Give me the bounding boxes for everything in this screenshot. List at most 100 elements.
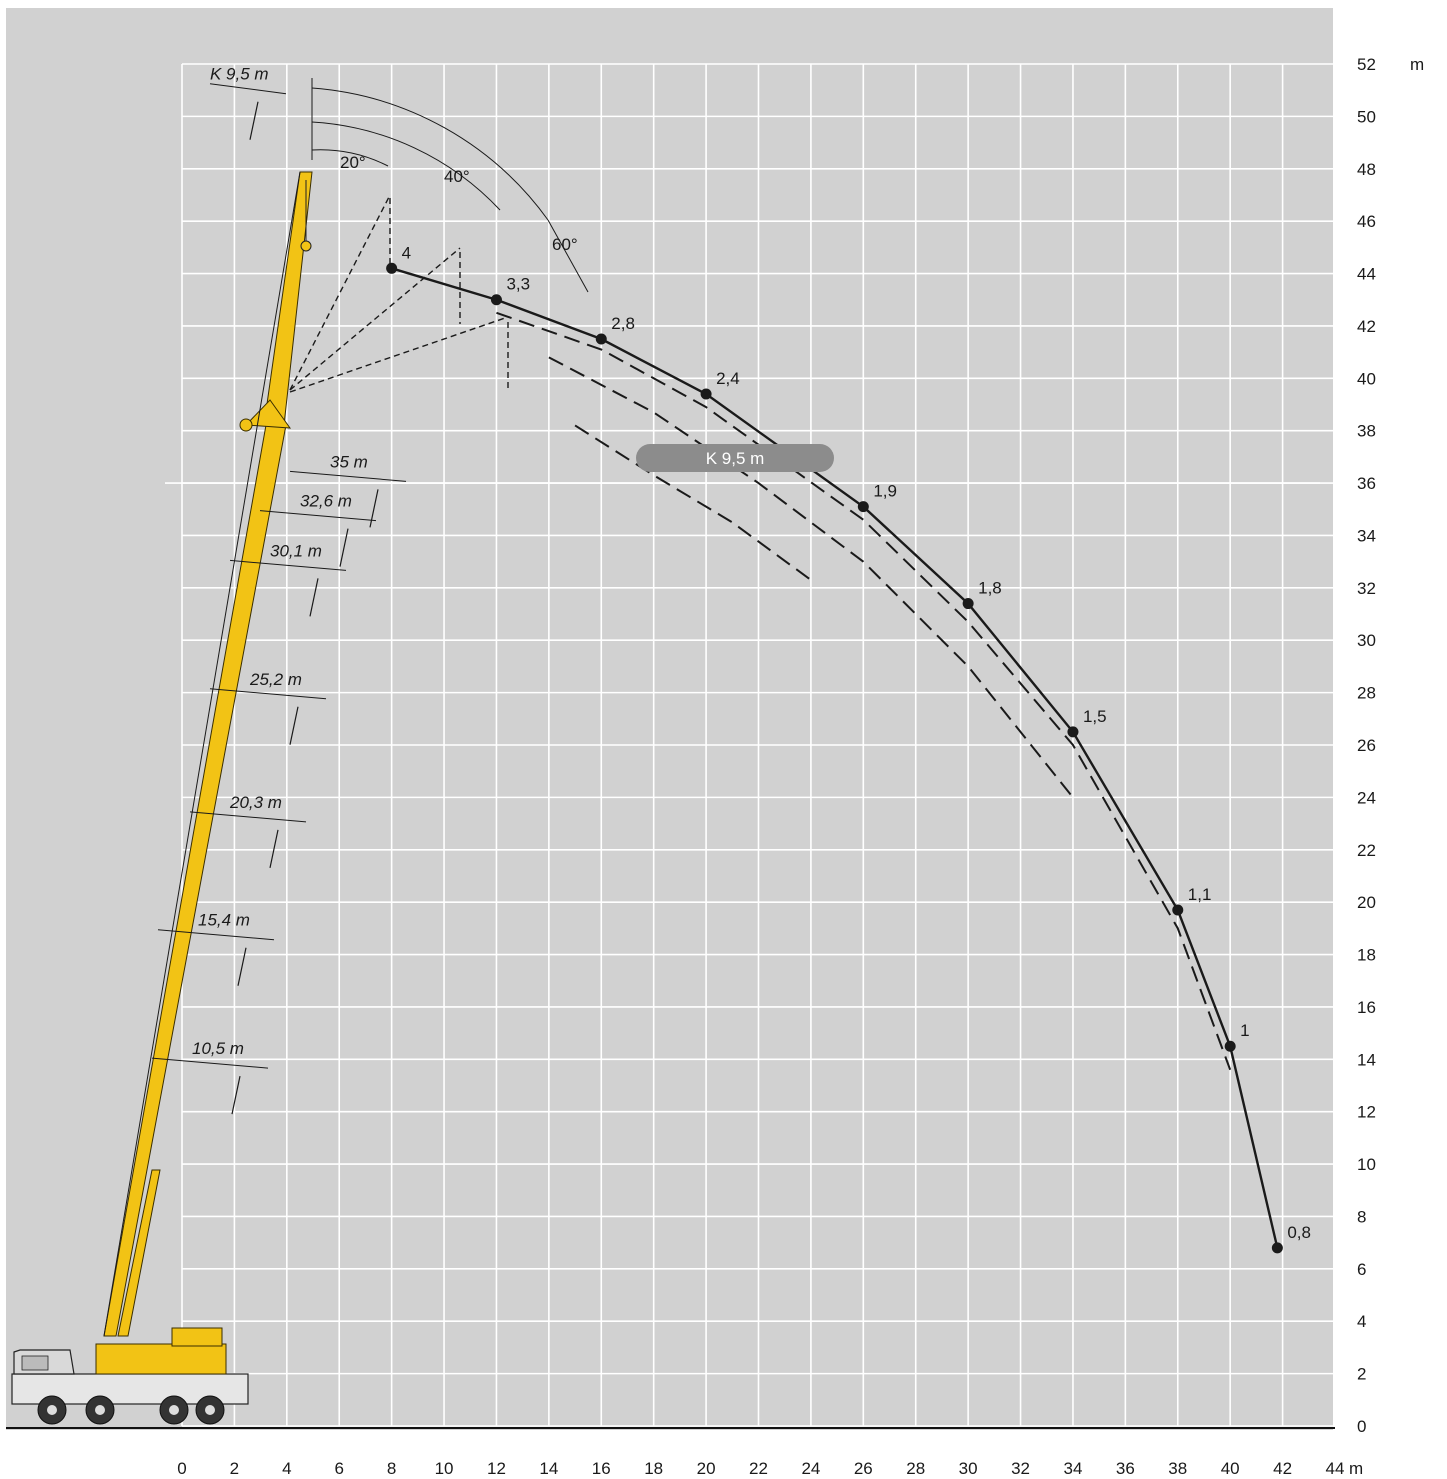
wheel-hub [205,1405,215,1415]
y-tick-label: 12 [1357,1103,1376,1122]
boom-length-label: K 9,5 m [210,65,269,84]
angle-pointer-60 [547,219,589,293]
load-point [1224,1040,1236,1052]
load-point-label: 2,4 [716,369,740,388]
boom-length-arrow [369,489,379,528]
y-tick-label: 14 [1357,1050,1376,1069]
x-tick-label: 44 [1326,1459,1345,1478]
boom-length-arrow [269,829,279,868]
load-point [595,333,607,345]
y-tick-label: 38 [1357,422,1376,441]
cab-window [21,1355,49,1371]
x-axis-unit: m [1349,1459,1363,1478]
x-tick-label: 20 [697,1459,716,1478]
load-point-label: 0,8 [1287,1223,1311,1242]
load-curve-dashed [496,311,1232,1071]
x-tick-label: 12 [487,1459,506,1478]
load-curves [391,267,1279,1249]
y-tick-label: 42 [1357,317,1376,336]
x-tick-label: 16 [592,1459,611,1478]
load-point [386,262,398,274]
x-tick-label: 38 [1168,1459,1187,1478]
x-tick-label: 26 [854,1459,873,1478]
x-tick-label: 0 [177,1459,186,1478]
arc-60 [311,87,549,221]
y-tick-label: 40 [1357,369,1376,388]
y-tick-label: 22 [1357,841,1376,860]
guy-line [103,171,301,1337]
wheel-hub [95,1405,105,1415]
y-tick-label: 8 [1357,1207,1366,1226]
arc-20 [311,149,389,167]
y-tick-label: 48 [1357,160,1376,179]
y-tick-label: 10 [1357,1155,1376,1174]
boom-length-label: 15,4 m [198,911,250,930]
load-curve-dashed [548,356,1074,799]
boom-length-leader [259,510,377,522]
x-tick-label: 32 [1011,1459,1030,1478]
load-point-label: 1,8 [978,579,1002,598]
boom-length-arrow [339,528,349,567]
load-point-label: 4 [402,243,411,262]
boom-length-leader [289,470,407,482]
boom-length-arrow [237,947,247,986]
boom-length-label: 32,6 m [300,492,352,511]
legend-badge-bg [636,444,834,472]
boom-length-label: 10,5 m [192,1039,244,1058]
y-tick-label: 18 [1357,946,1376,965]
angle-label-40: 40° [444,167,470,186]
boom-length-leader [209,688,327,700]
load-point [700,388,712,400]
angle-label-20: 20° [340,153,366,172]
wheel-hub [47,1405,57,1415]
load-point-label: 2,8 [611,314,635,333]
jib-angle-annotations: 20° 40° 60° [289,78,589,393]
x-tick-label: 30 [959,1459,978,1478]
load-point [1172,904,1184,916]
load-point [857,501,869,513]
boom-length-arrow [249,101,259,140]
x-tick-label: 34 [1063,1459,1082,1478]
y-tick-label: 32 [1357,579,1376,598]
y-tick-label: 36 [1357,474,1376,493]
boom-length-leader [189,811,307,823]
boom-length-label: 35 m [330,452,368,471]
x-tick-label: 28 [906,1459,925,1478]
x-tick-label: 42 [1273,1459,1292,1478]
load-point-label: 1,5 [1083,707,1107,726]
y-tick-label: 52 [1357,55,1376,74]
load-point-label: 1,1 [1188,885,1212,904]
boom-length-arrow [309,578,319,617]
boom-length-arrow [289,706,299,745]
y-axis-unit: m [1410,55,1424,74]
boom-length-leader [151,1057,269,1069]
boom-length-label: 30,1 m [270,541,322,560]
load-point-label: 3,3 [506,275,530,294]
boom-length-label: 25,2 m [249,670,302,689]
angle-label-60: 60° [552,235,578,254]
arc-40 [311,121,501,211]
load-points: 4 3,3 2,8 2,4 1,9 1,8 1,5 1,1 1 0,8 [386,243,1311,1254]
x-tick-label: 4 [282,1459,291,1478]
y-tick-label: 20 [1357,893,1376,912]
y-tick-label: 28 [1357,684,1376,703]
y-tick-label: 30 [1357,631,1376,650]
luffing-cylinder [117,1169,161,1337]
load-point-label: 1 [1240,1021,1249,1040]
axis-ticks: m m 0 2 4 6 8 10 12 14 16 18 20 22 24 26 28 30 32 34 36 38 4… [177,55,1424,1478]
boom-length-leader [157,929,275,941]
y-tick-label: 2 [1357,1365,1366,1384]
superstructure [95,1343,227,1375]
y-tick-label: 34 [1357,526,1376,545]
boom-length-markers: K 9,5 m 35 m 32,6 m 30,1 m 25,2 m 20,3 m 15,4 … [151,65,407,1115]
load-point [962,598,974,610]
y-tick-label: 46 [1357,212,1376,231]
load-point [1067,726,1079,738]
jib-position-20deg [289,247,461,391]
x-tick-label: 24 [801,1459,820,1478]
boom-length-leader [229,559,347,571]
y-tick-label: 16 [1357,998,1376,1017]
x-tick-label: 6 [334,1459,343,1478]
